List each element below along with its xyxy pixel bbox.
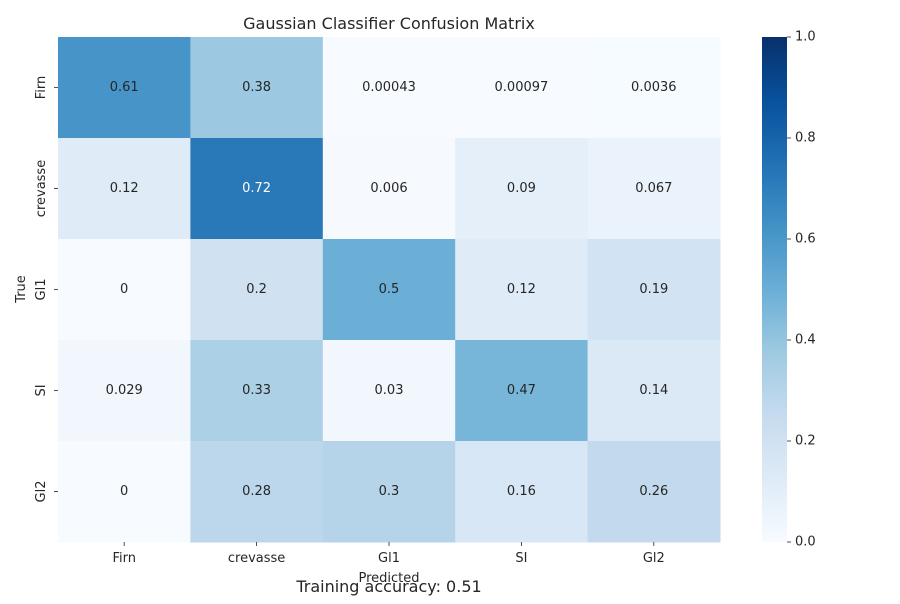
heatmap-cell-r1-c2 <box>322 138 456 240</box>
colorbar-tick-label-1: 0.2 <box>795 434 816 449</box>
heatmap-cell-r3-c1 <box>190 340 324 442</box>
x-tick-label-2: Gl1 <box>378 551 400 566</box>
y-tick-label-3: SI <box>34 384 49 396</box>
heatmap-cell-r2-c1 <box>190 239 324 341</box>
y-axis-ticks: Firn crevasse Gl1 SI Gl2 <box>34 76 58 503</box>
cell-value-label-r1-c3: 0.09 <box>507 181 536 196</box>
cell-value-label-r0-c1: 0.38 <box>242 80 271 95</box>
heatmap-cell-r0-c3 <box>455 37 589 139</box>
heatmap-cell-r4-c0 <box>58 441 191 543</box>
cell-value-label-r1-c2: 0.006 <box>370 181 407 196</box>
x-axis-ticks: Firn crevasse Gl1 SI Gl2 <box>112 542 665 566</box>
cell-value-label-r4-c1: 0.28 <box>242 484 271 499</box>
x-tick-label-3: SI <box>515 551 527 566</box>
heatmap-cell-r4-c3 <box>455 441 589 543</box>
heatmap-cell-r2-c0 <box>58 239 191 341</box>
cell-value-label-r4-c4: 0.26 <box>639 484 668 499</box>
x-tick-label-0: Firn <box>112 551 136 566</box>
heatmap-cell-r3-c2 <box>322 340 456 442</box>
heatmap-cell-r0-c1 <box>190 37 324 139</box>
cell-value-label-r3-c1: 0.33 <box>242 383 271 398</box>
cell-value-label-r0-c2: 0.00043 <box>362 80 416 95</box>
cell-value-label-r2-c0: 0 <box>120 282 128 297</box>
cell-value-label-r1-c1: 0.72 <box>242 181 271 196</box>
heatmap-cell-r2-c4 <box>587 239 721 341</box>
x-tick-label-4: Gl2 <box>643 551 665 566</box>
heatmap-cell-r4-c1 <box>190 441 324 543</box>
heatmap-cell-r4-c4 <box>587 441 721 543</box>
cell-value-label-r3-c2: 0.03 <box>375 383 404 398</box>
heatmap-cell-r0-c2 <box>322 37 456 139</box>
y-tick-label-1: crevasse <box>34 160 49 217</box>
y-axis-label: True <box>14 275 29 304</box>
heatmap-cell-r0-c0 <box>58 37 191 139</box>
heatmap-cell-r3-c4 <box>587 340 721 442</box>
colorbar: 0.0 0.2 0.4 0.6 0.8 1.0 <box>762 30 816 550</box>
heatmap-cell-r4-c2 <box>322 441 456 543</box>
heatmap-cells: 0.61 0.38 0.00043 0.00097 0.0036 0.12 0.72 0.00… <box>58 37 721 543</box>
cell-value-label-r3-c3: 0.47 <box>507 383 536 398</box>
cell-value-label-r0-c4: 0.0036 <box>631 80 677 95</box>
cell-value-label-r1-c4: 0.067 <box>635 181 672 196</box>
cell-value-label-r3-c4: 0.14 <box>639 383 668 398</box>
heatmap-cell-r2-c2 <box>322 239 456 341</box>
cell-value-label-r2-c2: 0.5 <box>379 282 400 297</box>
heatmap-cell-r1-c1 <box>190 138 324 240</box>
cell-value-label-r0-c0: 0.61 <box>110 80 139 95</box>
heatmap-cell-r1-c0 <box>58 138 191 240</box>
cell-value-label-r4-c0: 0 <box>120 484 128 499</box>
heatmap-cell-r0-c4 <box>587 37 721 139</box>
y-tick-label-2: Gl1 <box>34 279 49 301</box>
heatmap-cell-r1-c3 <box>455 138 589 240</box>
cell-value-label-r3-c0: 0.029 <box>106 383 143 398</box>
heatmap-cell-r3-c0 <box>58 340 191 442</box>
colorbar-tick-label-2: 0.4 <box>795 333 816 348</box>
cell-value-label-r2-c1: 0.2 <box>246 282 267 297</box>
training-accuracy-caption: Training accuracy: 0.51 <box>295 577 481 596</box>
y-tick-label-4: Gl2 <box>34 481 49 503</box>
heatmap-cell-r3-c3 <box>455 340 589 442</box>
colorbar-tick-label-5: 1.0 <box>795 30 816 45</box>
y-tick-label-0: Firn <box>34 76 49 100</box>
cell-value-label-r2-c3: 0.12 <box>507 282 536 297</box>
colorbar-gradient <box>762 37 787 542</box>
colorbar-tick-label-4: 0.8 <box>795 131 816 146</box>
cell-value-label-r2-c4: 0.19 <box>639 282 668 297</box>
x-axis-label: Predicted <box>358 571 419 586</box>
colorbar-tick-label-3: 0.6 <box>795 232 816 247</box>
cell-value-label-r4-c3: 0.16 <box>507 484 536 499</box>
colorbar-tick-label-0: 0.0 <box>795 535 816 550</box>
heatmap-cell-r2-c3 <box>455 239 589 341</box>
x-tick-label-1: crevasse <box>228 551 285 566</box>
cell-value-label-r0-c3: 0.00097 <box>495 80 549 95</box>
cell-value-label-r4-c2: 0.3 <box>379 484 400 499</box>
heatmap-cell-r1-c4 <box>587 138 721 240</box>
chart-title: Gaussian Classifier Confusion Matrix <box>243 14 535 33</box>
cell-value-label-r1-c0: 0.12 <box>110 181 139 196</box>
